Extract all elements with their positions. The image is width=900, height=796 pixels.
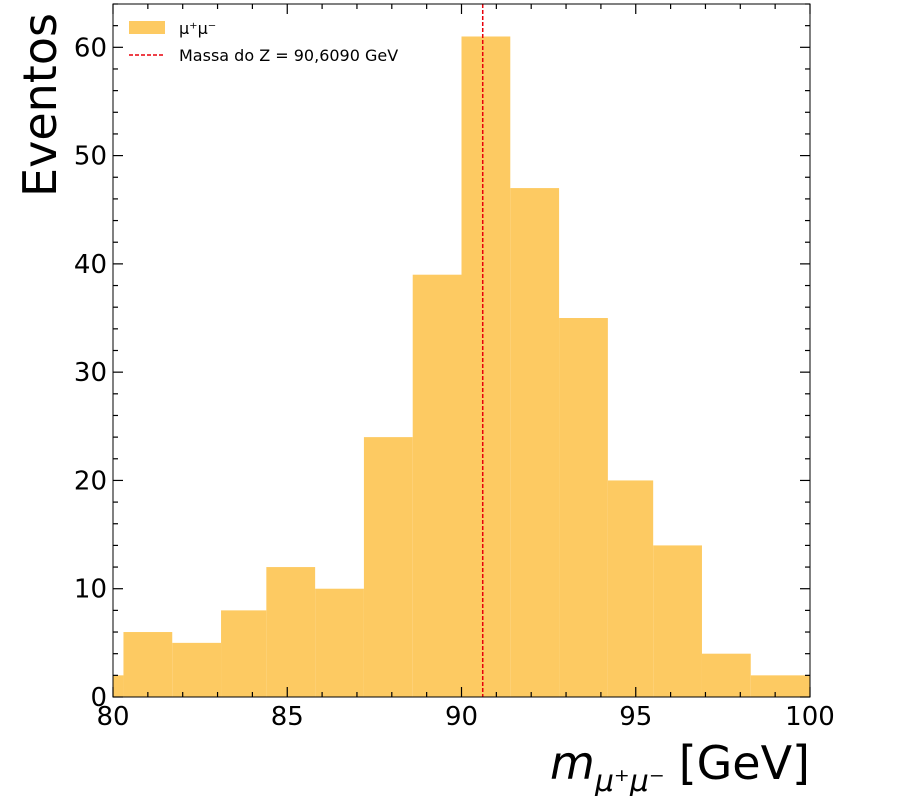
axis-tick-labels: 80 85 90 95 100 0 10 20 30 40 50 60 (74, 33, 835, 732)
histogram-bar-14 (750, 675, 810, 697)
histogram-bar-1 (123, 632, 173, 697)
x-axis-title: mμ⁺μ⁻ [GeV] (550, 736, 810, 796)
x-tick-label: 85 (271, 702, 304, 732)
y-tick-label: 10 (74, 575, 107, 605)
y-tick-label: 40 (74, 250, 107, 280)
histogram-bars (113, 36, 810, 697)
y-tick-label: 60 (74, 33, 107, 63)
y-axis-title: Eventos (13, 13, 67, 197)
y-tick-label: 30 (74, 358, 107, 388)
histogram-bar-11 (607, 480, 654, 697)
x-axis-title-subscript: μ⁺μ⁻ (594, 764, 665, 796)
histogram-bar-5 (315, 588, 364, 697)
histogram-bar-2 (172, 642, 222, 697)
histogram-bar-9 (510, 188, 560, 697)
legend-label-z-mass: Massa do Z = 90,6090 GeV (179, 46, 398, 65)
y-tick-label: 0 (90, 683, 107, 713)
histogram-bar-8 (461, 36, 511, 697)
x-tick-label: 90 (445, 702, 478, 732)
x-axis-title-unit: [GeV] (679, 736, 810, 790)
histogram-bar-10 (559, 318, 608, 697)
x-tick-label: 100 (785, 702, 835, 732)
legend-swatch-mumu (129, 21, 165, 34)
x-axis-title-symbol: m (550, 736, 595, 790)
histogram-bar-6 (363, 437, 413, 697)
legend-label-mumu: μ⁺μ⁻ (179, 19, 216, 38)
histogram-bar-13 (701, 653, 751, 697)
x-tick-label: 80 (96, 702, 129, 732)
legend: μ⁺μ⁻ Massa do Z = 90,6090 GeV (129, 19, 398, 65)
x-tick-label: 95 (619, 702, 652, 732)
histogram-bar-0 (113, 675, 124, 697)
y-tick-label: 20 (74, 466, 107, 496)
histogram-bar-4 (266, 567, 316, 697)
histogram-bar-3 (221, 610, 267, 697)
axis-ticks (112, 3, 811, 698)
histogram-bar-12 (653, 545, 702, 697)
y-tick-label: 50 (74, 142, 107, 172)
histogram-bar-7 (412, 274, 462, 697)
